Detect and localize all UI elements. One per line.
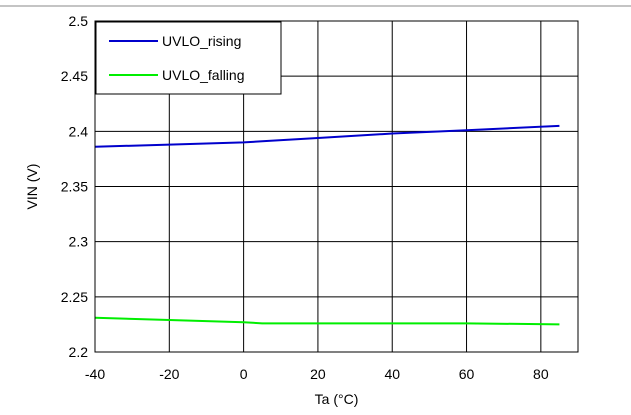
x-tick-label: 20: [310, 366, 326, 382]
x-tick-label: -40: [85, 366, 105, 382]
legend-box: [95, 21, 282, 95]
y-tick-label: 2.45: [61, 68, 88, 84]
y-axis-label: VIN (V): [24, 164, 40, 210]
tick-labels: -40 -20 0 20 40 60 80 2.2 2.25 2.3 2.35 2.4 2.45 2.5: [61, 13, 549, 382]
x-tick-label: 80: [533, 366, 549, 382]
series-line-uvlo-rising: [94, 124, 560, 148]
y-tick-label: 2.3: [69, 234, 89, 250]
x-tick-label: 0: [240, 366, 248, 382]
x-tick-label: 40: [384, 366, 400, 382]
series-line-uvlo-falling: [94, 316, 560, 326]
legend-label: UVLO_falling: [162, 67, 245, 83]
x-axis-label: Ta (°C): [315, 391, 359, 407]
x-tick-label: -20: [159, 366, 179, 382]
y-tick-label: 2.5: [69, 13, 89, 29]
y-tick-label: 2.4: [69, 123, 89, 139]
series-lines: [94, 124, 560, 326]
y-tick-label: 2.2: [69, 344, 89, 360]
plot-border: [94, 20, 579, 353]
legend-label: UVLO_rising: [162, 33, 241, 49]
y-tick-label: 2.25: [61, 289, 88, 305]
legend: UVLO_rising UVLO_falling: [95, 21, 282, 95]
x-tick-label: 60: [459, 366, 475, 382]
y-tick-label: 2.35: [61, 179, 88, 195]
